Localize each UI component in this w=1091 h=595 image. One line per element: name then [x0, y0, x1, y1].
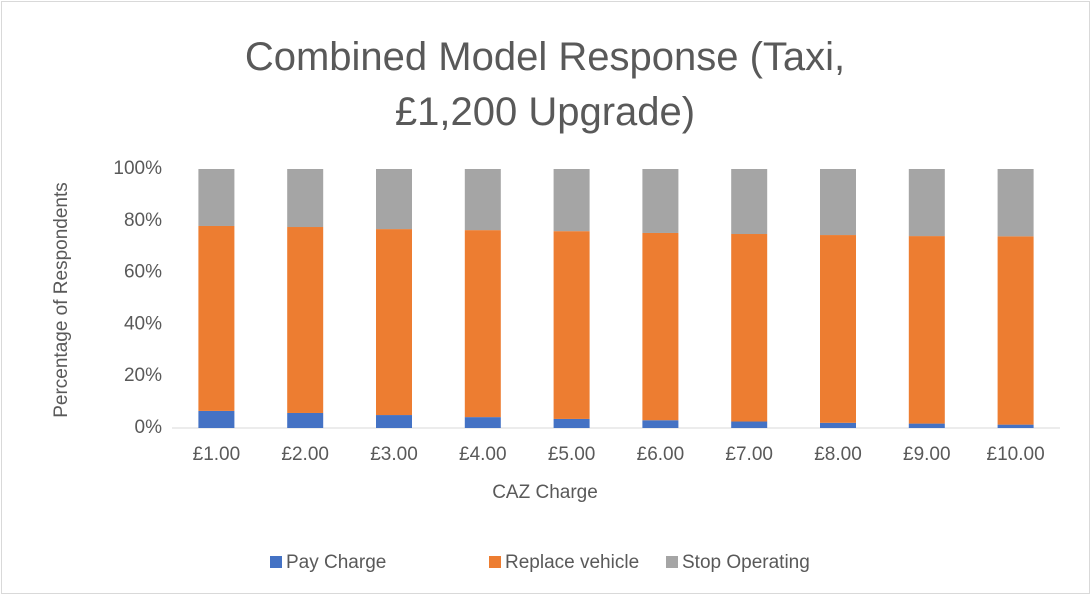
- bar-segment: [464, 417, 501, 428]
- x-tick-label: £5.00: [548, 444, 596, 465]
- bar-segment: [464, 230, 501, 418]
- y-tick-label: 80%: [124, 210, 162, 231]
- bar-segment: [376, 415, 412, 428]
- y-tick-label: 0%: [135, 417, 163, 438]
- bar-segment: [642, 169, 679, 233]
- bar-segment: [731, 234, 768, 422]
- chart-title: Combined Model Response (Taxi, £1,200 Up…: [244, 35, 846, 134]
- bar-segment: [908, 169, 945, 237]
- x-tick-label: £2.00: [281, 444, 329, 465]
- x-tick-label: £4.00: [459, 444, 507, 465]
- bar-segment: [731, 421, 768, 428]
- bar-segment: [553, 169, 590, 232]
- bar-segment: [908, 423, 945, 428]
- bar-segment: [642, 232, 679, 421]
- y-tick-label: 40%: [124, 313, 162, 334]
- bar-segment: [553, 231, 590, 419]
- x-axis-title: CAZ Charge: [492, 482, 598, 503]
- x-tick-label: £8.00: [814, 444, 862, 465]
- x-tick-label: £1.00: [193, 444, 241, 465]
- legend-label: Replace vehicle: [505, 552, 639, 573]
- bar-segment: [198, 225, 235, 411]
- y-tick-label: 60%: [124, 262, 162, 283]
- x-tick-label: £6.00: [637, 444, 685, 465]
- legend-swatch: [666, 556, 678, 568]
- bar-segment: [198, 169, 235, 226]
- bar-segment: [820, 235, 856, 423]
- x-tick-label: £3.00: [370, 444, 418, 465]
- bar-segment: [376, 229, 412, 416]
- y-tick-label: 100%: [113, 158, 162, 179]
- bar-segment: [997, 236, 1034, 425]
- bar-segment: [553, 418, 590, 428]
- x-tick-label: £10.00: [987, 444, 1045, 465]
- legend-label: Stop Operating: [682, 552, 810, 573]
- x-tick-label: £9.00: [903, 444, 951, 465]
- y-axis-title: Percentage of Respondents: [51, 182, 72, 418]
- bar-segment: [642, 420, 679, 428]
- bar-segment: [820, 422, 856, 428]
- bar-segment: [287, 227, 324, 413]
- bar-segment: [376, 169, 412, 230]
- y-tick-label: 20%: [124, 365, 162, 386]
- bar-segment: [908, 236, 945, 424]
- x-tick-label: £7.00: [725, 444, 773, 465]
- legend-swatch: [489, 556, 501, 568]
- bar-segment: [820, 169, 856, 236]
- bar-segment: [997, 424, 1034, 428]
- bar-segment: [731, 169, 768, 235]
- bar-segment: [464, 169, 501, 231]
- bar-segment: [997, 169, 1034, 237]
- bar-segment: [287, 412, 324, 428]
- legend-swatch: [270, 556, 282, 568]
- bar-segment: [287, 169, 324, 228]
- legend-label: Pay Charge: [286, 552, 386, 573]
- bar-segment: [198, 410, 235, 428]
